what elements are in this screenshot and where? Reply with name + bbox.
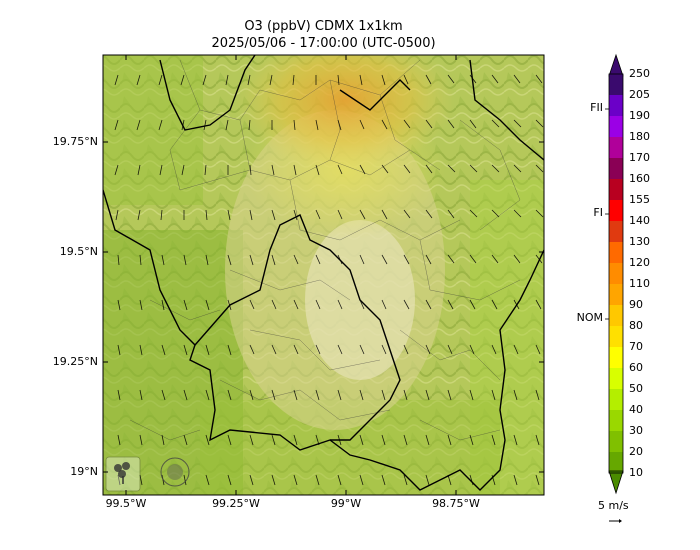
y-tick-label: 19°N [70,465,98,478]
colorbar [605,53,624,495]
colorbar-segment [609,410,623,432]
colorbar-frame [608,73,624,474]
colorbar-segment [609,137,623,159]
y-tick-label: 19.5°N [59,245,98,258]
y-tick-label: 19.75°N [52,135,98,148]
colorbar-tick-label: 10 [629,466,643,479]
colorbar-tick-label: 250 [629,67,650,80]
colorbar-tick-label: 120 [629,256,650,269]
x-tick-label: 99.25°W [212,497,260,510]
colorbar-segment [609,389,623,411]
colorbar-segment [609,284,623,306]
x-tick-label: 98.75°W [432,497,480,510]
x-axis-ticks [125,55,457,495]
cdmx-logo [160,457,190,487]
colorbar-segment [609,116,623,138]
colorbar-segment [609,179,623,201]
colorbar-tick-label: 205 [629,88,650,101]
colorbar-segment [609,368,623,390]
colorbar-min-extend [608,470,624,495]
wind-vectors [114,74,544,486]
x-tick-label: 99°W [330,497,362,510]
map-frame [102,54,545,496]
colorbar-tick-label: 180 [629,130,650,143]
east-green-zone [470,180,544,495]
colorbar-segment [609,347,623,369]
colorbar-segment [609,95,623,117]
colorbar-segment [609,431,623,453]
colorbar-tick-label: 70 [629,340,643,353]
colorbar-tick-label: 140 [629,214,650,227]
sedema-logo [105,456,141,492]
colorbar-tick-label: 160 [629,172,650,185]
colorbar-tick-label: 60 [629,361,643,374]
wind-scale-arrow [609,519,622,523]
colorbar-tick-label: 20 [629,445,643,458]
colorbar-level-label: FI [593,206,603,219]
ozone-hotspot [235,55,455,170]
colorbar-segment [609,452,623,474]
colorbar-tick-label: 170 [629,151,650,164]
colorbar-tick-label: 130 [629,235,650,248]
x-tick-label: 99.5°W [105,497,147,510]
colorbar-tick-label: 30 [629,424,643,437]
wind-scale-label: 5 m/s [598,499,629,512]
colorbar-tick-label: 110 [629,277,650,290]
colorbar-tick-label: 40 [629,403,643,416]
colorbar-level-label: NOM [576,311,603,324]
map-subtitle: 2025/05/06 - 17:00:00 (UTC-0500) [211,36,436,51]
y-axis-ticks [103,141,544,473]
state-boundaries [103,55,544,491]
municipal-boundaries [129,59,521,441]
y-tick-label: 19.25°N [52,355,98,368]
colorbar-tick-label: 50 [629,382,643,395]
colorbar-segment [609,242,623,264]
colorbar-segment [609,305,623,327]
colorbar-tick-label: 90 [629,298,643,311]
colorbar-segment [609,221,623,243]
colorbar-tick-label: 190 [629,109,650,122]
colorbar-segment [609,263,623,285]
colorbar-tick-label: 155 [629,193,650,206]
colorbar-tick-label: 80 [629,319,643,332]
colorbar-level-label: FII [590,101,603,114]
west-green-zone [103,230,243,495]
map-panel [103,55,544,495]
colorbar-segment [609,158,623,180]
colorbar-max-extend [608,53,624,77]
map-title: O3 (ppbV) CDMX 1x1km [244,19,403,34]
colorbar-segment [609,326,623,348]
colorbar-segment [609,200,623,222]
colorbar-segment [609,74,623,96]
